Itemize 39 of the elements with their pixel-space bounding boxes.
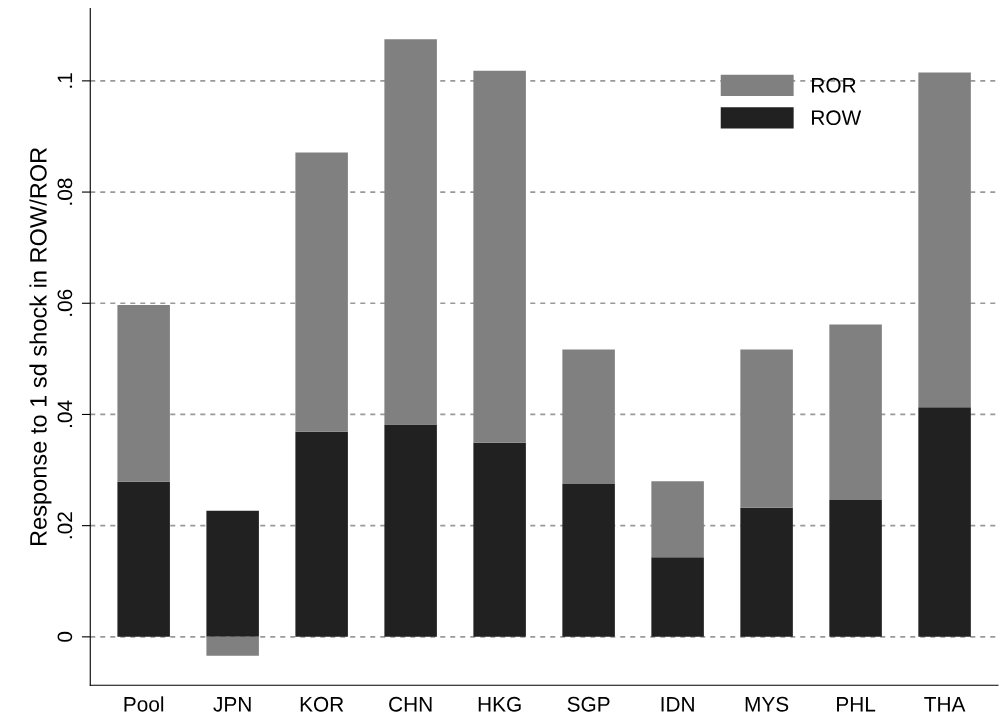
bar bbox=[384, 39, 437, 425]
x-tick-label: Pool bbox=[124, 696, 164, 712]
bar bbox=[117, 481, 170, 637]
bar bbox=[651, 481, 704, 558]
x-tick-label: KOR bbox=[300, 696, 344, 712]
y-tick-label: .08 bbox=[57, 178, 73, 205]
x-tick-label: CHN bbox=[389, 696, 432, 712]
x-tick-label: PHL bbox=[837, 697, 876, 712]
bar bbox=[295, 431, 348, 637]
legend-label: ROW bbox=[812, 110, 862, 126]
bar bbox=[562, 483, 615, 637]
bar bbox=[206, 636, 259, 656]
x-tick-label: THA bbox=[924, 697, 966, 712]
bar bbox=[473, 70, 526, 443]
y-tick-label: .02 bbox=[57, 512, 73, 539]
bar bbox=[206, 510, 259, 637]
bar bbox=[918, 72, 971, 408]
y-tick-label: .04 bbox=[57, 400, 73, 428]
x-tick-label: JPN bbox=[213, 697, 251, 712]
bar bbox=[740, 507, 793, 637]
bar bbox=[473, 442, 526, 637]
bar bbox=[562, 349, 615, 484]
x-tick-label: HKG bbox=[478, 696, 521, 712]
bar bbox=[829, 324, 882, 501]
bar bbox=[384, 424, 437, 637]
bar bbox=[918, 407, 971, 637]
x-tick-label: MYS bbox=[745, 696, 789, 712]
bar bbox=[117, 304, 170, 482]
bar bbox=[295, 152, 348, 432]
y-axis-title: Response to 1 sd shock in ROW/ROR bbox=[29, 147, 52, 546]
bar bbox=[740, 349, 793, 508]
y-tick-label: .1 bbox=[57, 73, 73, 88]
y-tick-label: .06 bbox=[57, 289, 73, 316]
x-tick-label: SGP bbox=[567, 696, 610, 712]
y-tick-label: 0 bbox=[57, 631, 73, 642]
legend-label: ROR bbox=[812, 77, 856, 93]
bar bbox=[829, 500, 882, 637]
bar bbox=[651, 557, 704, 637]
x-tick-label: IDN bbox=[661, 697, 694, 712]
